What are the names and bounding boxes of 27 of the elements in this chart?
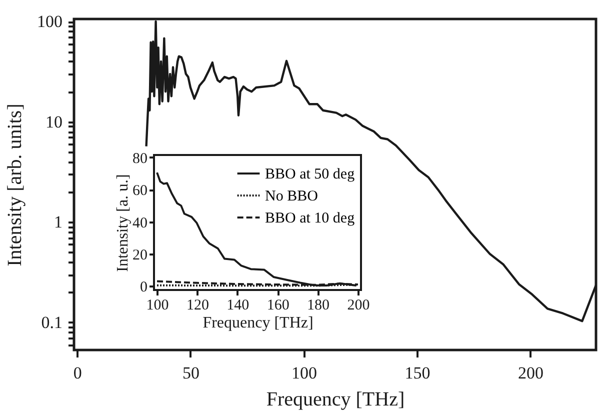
legend-label: BBO at 10 deg	[265, 210, 356, 226]
x-tick-label: 50	[182, 364, 200, 382]
y-tick-label: 60	[132, 183, 148, 200]
x-tick-label: 120	[186, 298, 209, 314]
y-tick-label: 80	[132, 150, 148, 167]
y-axis-title: Intensity [a. u.]	[114, 174, 132, 272]
x-tick-label: 100	[146, 298, 169, 314]
y-tick-label: 1	[54, 212, 62, 232]
legend-label: BBO at 50 deg	[265, 166, 356, 182]
y-tick-label: 0.1	[41, 312, 62, 332]
legend-label: No BBO	[265, 188, 318, 204]
x-axis-title: Frequency [THz]	[266, 388, 405, 410]
x-tick-label: 150	[404, 364, 430, 382]
y-tick-label: 100	[37, 12, 62, 32]
x-tick-label: 160	[266, 298, 290, 314]
x-tick-label: 140	[226, 298, 250, 314]
y-tick-label: 0	[140, 280, 148, 296]
y-tick-label: 40	[132, 215, 148, 232]
x-tick-label: 100	[291, 364, 317, 382]
x-axis-title: Frequency [THz]	[202, 314, 314, 332]
x-tick-label: 200	[347, 298, 370, 314]
x-tick-label: 180	[307, 298, 330, 314]
y-tick-label: 20	[132, 247, 148, 264]
x-tick-label: 200	[518, 364, 544, 382]
y-tick-label: 10	[46, 112, 62, 132]
x-tick-label: 0	[73, 364, 82, 382]
y-axis-title: Intensity [arb. units]	[4, 104, 26, 266]
